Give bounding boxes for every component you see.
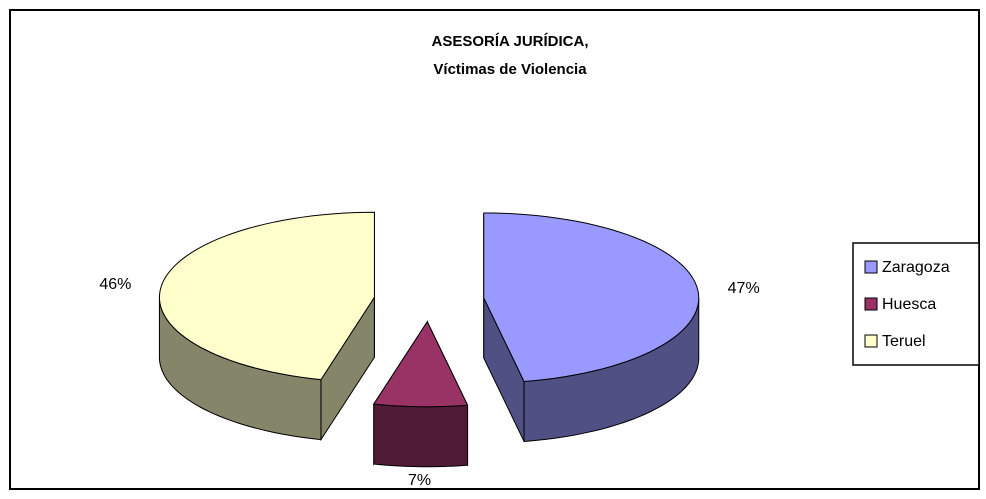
legend-label: Huesca bbox=[882, 296, 936, 313]
slice-top bbox=[158, 211, 375, 381]
chart-title: ASESORÍA JURÍDICA, bbox=[432, 33, 589, 50]
legend-swatch bbox=[864, 297, 878, 311]
legend-label: Teruel bbox=[882, 333, 926, 350]
chart-subtitle: Víctimas de Violencia bbox=[433, 61, 587, 78]
legend-swatch bbox=[864, 334, 878, 348]
slice bbox=[483, 212, 700, 442]
data-label: 7% bbox=[408, 472, 431, 489]
slice bbox=[372, 320, 469, 468]
data-label: 46% bbox=[99, 276, 131, 293]
slice-wall bbox=[373, 403, 469, 468]
slice-top bbox=[372, 320, 469, 408]
slice bbox=[158, 211, 375, 442]
slice-top bbox=[483, 212, 700, 382]
data-label: 47% bbox=[728, 280, 760, 297]
legend-swatch bbox=[864, 260, 878, 274]
legend-label: Zaragoza bbox=[882, 259, 950, 276]
